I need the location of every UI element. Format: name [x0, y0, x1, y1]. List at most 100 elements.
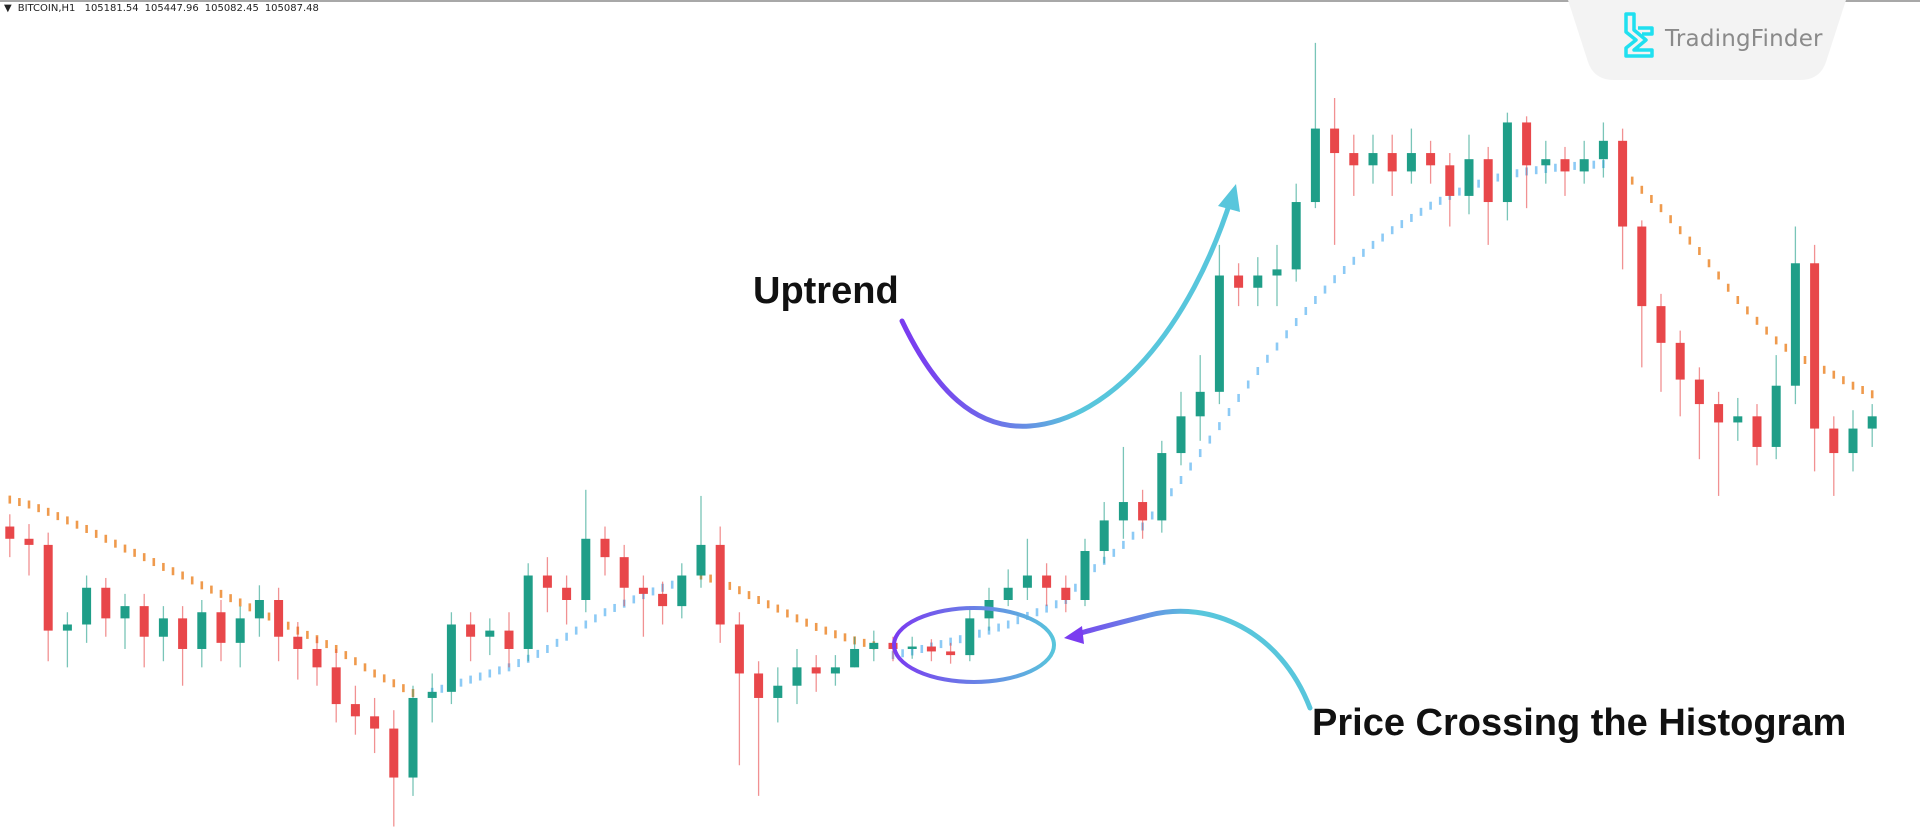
candle-body	[1598, 140, 1608, 160]
candle-body	[1694, 379, 1704, 405]
candle-body	[1387, 153, 1397, 172]
candle	[197, 600, 207, 668]
candle	[82, 575, 92, 643]
candle-body	[1464, 159, 1474, 196]
candle-body	[638, 587, 648, 594]
candle-body	[1502, 122, 1512, 203]
candle-body	[523, 575, 533, 649]
candle	[1253, 257, 1263, 307]
candle	[926, 639, 936, 662]
candle	[274, 587, 284, 662]
candle-body	[734, 624, 744, 674]
close-value: 105087.48	[264, 3, 319, 14]
candle	[1387, 134, 1397, 196]
candle	[1694, 367, 1704, 460]
candle-body	[1349, 153, 1359, 166]
candle-body	[677, 575, 687, 607]
candle	[24, 524, 34, 576]
candle	[1138, 489, 1148, 539]
candle-body	[43, 544, 53, 631]
crossing-arrow	[1071, 608, 1313, 711]
candle	[504, 612, 514, 668]
candle	[1118, 446, 1128, 539]
candle	[1445, 153, 1455, 227]
candle-body	[1848, 428, 1858, 454]
candle	[1195, 355, 1205, 441]
candle	[1214, 244, 1224, 405]
candle-body	[907, 646, 917, 649]
candle	[1291, 183, 1301, 282]
uptrend-arrow	[899, 193, 1235, 429]
candle-body	[216, 612, 226, 643]
logo-text: TradingFinder	[1665, 26, 1823, 52]
candle-body	[1061, 587, 1071, 600]
candle-body	[1771, 385, 1781, 447]
candle-body	[197, 612, 207, 649]
candle	[1003, 569, 1013, 607]
candle	[1522, 116, 1532, 209]
candle-body	[1426, 153, 1436, 166]
candle-body	[1560, 159, 1570, 172]
candle	[619, 544, 629, 607]
candle	[389, 710, 399, 827]
candle-body	[850, 648, 860, 668]
candle-body	[792, 667, 802, 686]
candle	[1790, 226, 1800, 405]
candle	[1541, 140, 1551, 184]
candle-body	[600, 538, 610, 558]
candle	[1080, 538, 1090, 607]
open-value: 105181.54	[84, 3, 139, 14]
dropdown-triangle-icon[interactable]: ▼	[4, 3, 12, 14]
candle	[1272, 244, 1282, 307]
candle	[293, 622, 303, 680]
candle-body	[158, 618, 168, 637]
candle	[1848, 410, 1858, 472]
candle	[1598, 122, 1608, 178]
candle-body	[811, 667, 821, 674]
candle-body	[715, 544, 725, 625]
candle	[638, 575, 648, 637]
candle-body	[1176, 416, 1186, 454]
candle	[466, 612, 476, 662]
candles	[5, 42, 1877, 827]
candle-body	[1714, 404, 1724, 423]
candle-body	[581, 538, 591, 600]
candle-body	[446, 624, 456, 692]
candle-body	[1022, 575, 1032, 588]
tradingfinder-logo-icon	[1624, 12, 1654, 58]
candle-body	[1214, 275, 1224, 392]
candle	[1464, 134, 1474, 215]
candle-body	[619, 557, 629, 588]
candle	[1157, 440, 1167, 533]
candle-body	[1272, 269, 1282, 276]
candle-body	[427, 691, 437, 698]
candle	[677, 563, 687, 619]
candle-body	[773, 685, 783, 698]
candle	[139, 593, 149, 668]
candle	[600, 526, 610, 576]
logo-tab	[1568, 0, 1846, 80]
candle	[696, 495, 706, 588]
symbol-label: BITCOIN,H1	[17, 3, 76, 14]
candle	[408, 685, 418, 796]
low-value: 105082.45	[204, 3, 259, 14]
candle	[1022, 538, 1032, 600]
candle	[370, 697, 380, 754]
candle-body	[1234, 275, 1244, 288]
crossing-label: Price Crossing the Histogram	[1312, 702, 1847, 744]
candle-body	[1579, 159, 1589, 172]
candle-body	[1618, 140, 1628, 227]
candle-body	[5, 526, 15, 539]
candle-body	[1752, 416, 1762, 447]
candle	[312, 636, 322, 686]
candle	[178, 606, 188, 686]
candle-body	[312, 648, 322, 668]
candle-body	[1042, 575, 1052, 588]
candle	[830, 655, 840, 686]
candle	[1330, 97, 1340, 245]
candle	[158, 606, 168, 662]
candle-body	[331, 667, 341, 705]
candle-body	[178, 618, 188, 649]
candle	[235, 606, 245, 668]
